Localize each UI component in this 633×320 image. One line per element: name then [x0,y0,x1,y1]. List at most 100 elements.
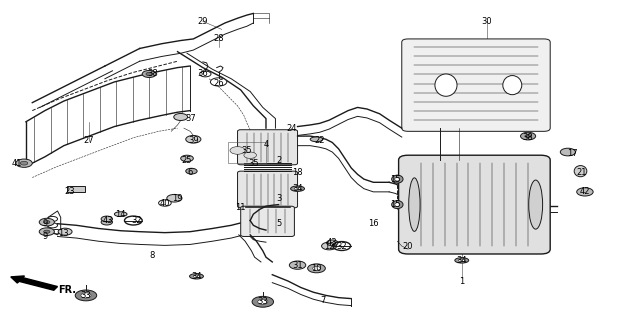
Text: 43: 43 [103,216,113,225]
Text: 6: 6 [187,168,193,177]
Text: 2: 2 [276,156,281,164]
Text: 22: 22 [315,136,325,145]
Circle shape [185,135,201,143]
Circle shape [47,223,58,228]
Text: 41: 41 [11,159,22,168]
Circle shape [577,188,593,196]
Text: 25: 25 [182,156,192,164]
Ellipse shape [395,177,400,181]
Ellipse shape [395,203,400,206]
Text: 19: 19 [172,194,183,203]
Ellipse shape [455,258,468,263]
Circle shape [167,195,182,202]
Text: 16: 16 [368,219,379,228]
Circle shape [327,240,338,246]
FancyBboxPatch shape [237,171,298,208]
Circle shape [252,296,273,307]
Text: 4: 4 [263,140,268,148]
Circle shape [244,152,256,158]
Circle shape [308,264,325,273]
Circle shape [525,134,531,138]
Text: 34: 34 [292,184,303,193]
Circle shape [520,132,536,140]
Text: 43: 43 [327,238,337,247]
Text: 5: 5 [276,219,281,228]
Text: 42: 42 [580,188,590,196]
Text: 11: 11 [235,203,246,212]
FancyBboxPatch shape [399,155,550,254]
Circle shape [199,71,211,77]
Circle shape [58,228,72,235]
Text: 33: 33 [258,297,268,306]
Circle shape [230,147,245,154]
Text: 3: 3 [276,194,281,203]
Text: 36: 36 [197,69,208,78]
Text: 9: 9 [42,219,47,228]
Text: FR.: FR. [58,285,76,295]
Circle shape [20,161,28,165]
Text: 12: 12 [324,242,334,251]
Text: 15: 15 [390,175,401,184]
Circle shape [52,229,61,234]
Ellipse shape [189,274,203,279]
Bar [67,186,85,192]
Circle shape [159,200,172,206]
Circle shape [39,228,54,236]
Circle shape [142,70,156,77]
Circle shape [44,220,50,224]
Circle shape [81,293,91,298]
FancyBboxPatch shape [241,206,294,236]
Circle shape [44,230,50,233]
Circle shape [16,159,32,167]
Text: 35: 35 [242,146,253,155]
Circle shape [101,216,113,222]
Circle shape [185,168,197,174]
Circle shape [39,218,54,226]
Circle shape [313,267,320,270]
Text: 39: 39 [188,136,199,145]
Ellipse shape [459,259,465,262]
Bar [228,142,266,163]
Circle shape [258,299,268,304]
Circle shape [180,155,193,162]
Circle shape [322,242,337,250]
Ellipse shape [435,74,457,96]
Text: 34: 34 [456,256,467,265]
Text: 38: 38 [147,69,158,78]
Text: 34: 34 [191,272,202,281]
Circle shape [210,78,227,86]
Ellipse shape [310,137,323,142]
Text: 9: 9 [42,232,47,241]
Circle shape [75,290,97,301]
Ellipse shape [392,201,403,209]
Circle shape [173,114,187,121]
FancyBboxPatch shape [402,39,550,131]
Text: 7: 7 [320,296,325,305]
Text: 33: 33 [80,291,91,300]
Text: 35: 35 [248,159,259,168]
Ellipse shape [529,180,542,229]
Text: 10: 10 [311,264,322,273]
Text: 15: 15 [390,200,401,209]
Ellipse shape [291,186,304,191]
Text: 1: 1 [459,276,465,285]
Text: 30: 30 [482,17,492,26]
Ellipse shape [294,188,301,190]
Circle shape [101,219,113,225]
Text: 28: 28 [213,35,224,44]
Ellipse shape [193,275,199,277]
Ellipse shape [409,178,420,231]
Circle shape [289,261,306,269]
Ellipse shape [574,165,587,177]
FancyArrow shape [11,276,58,290]
Ellipse shape [503,76,522,95]
Text: 40: 40 [160,198,170,207]
Text: 31: 31 [292,261,303,270]
Circle shape [146,72,153,76]
Text: 27: 27 [84,136,94,145]
Text: 32: 32 [337,242,347,251]
Circle shape [47,216,58,221]
Text: 26: 26 [213,79,224,88]
Text: 17: 17 [567,149,578,158]
FancyBboxPatch shape [237,130,298,165]
